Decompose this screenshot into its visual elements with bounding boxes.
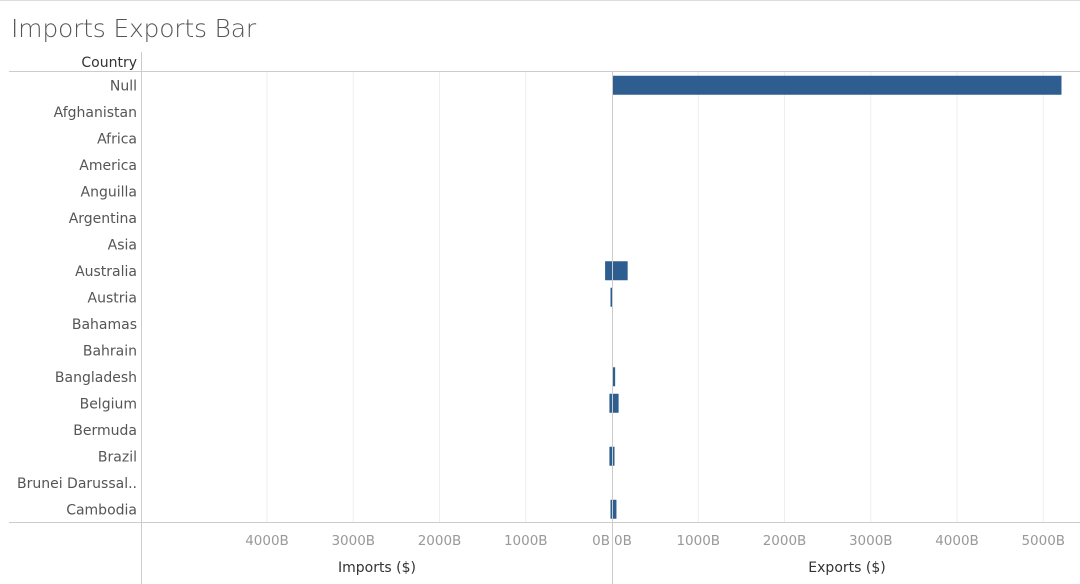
tick-label-imports: 0B xyxy=(592,533,610,549)
category-label: Austria xyxy=(88,290,137,306)
tick-label-imports: 4000B xyxy=(245,533,289,549)
category-label: America xyxy=(79,158,137,174)
category-label: Afghanistan xyxy=(54,105,137,121)
tick-label-exports: 3000B xyxy=(849,533,893,549)
category-label: Belgium xyxy=(80,396,137,412)
bar-exports xyxy=(613,393,619,413)
bar-exports xyxy=(613,261,628,281)
bar-imports xyxy=(610,499,612,519)
tick-label-imports: 1000B xyxy=(504,533,548,549)
category-label: Australia xyxy=(75,264,137,280)
category-label: Cambodia xyxy=(66,502,137,518)
category-label: Bahamas xyxy=(72,317,137,333)
tick-label-imports: 2000B xyxy=(418,533,462,549)
axis-lines xyxy=(9,52,1080,584)
chart-title: Imports Exports Bar xyxy=(11,14,256,43)
bars xyxy=(605,75,1062,519)
tick-label-exports: 4000B xyxy=(935,533,979,549)
category-label: Bangladesh xyxy=(55,370,137,386)
row-header-country: Country xyxy=(81,55,137,71)
bar-imports xyxy=(610,287,612,307)
bar-imports xyxy=(609,393,612,413)
category-label: Asia xyxy=(108,237,137,253)
tick-label-imports: 3000B xyxy=(331,533,375,549)
tick-label-exports: 5000B xyxy=(1021,533,1065,549)
category-label: Bermuda xyxy=(73,423,137,439)
category-labels: Null Afghanistan Africa America Anguilla Arge… xyxy=(17,78,137,518)
category-label: Anguilla xyxy=(81,184,137,200)
bar-imports xyxy=(609,446,612,466)
tick-label-exports: 1000B xyxy=(676,533,720,549)
gridlines xyxy=(266,72,1044,522)
category-label: Null xyxy=(110,78,137,94)
top-border xyxy=(0,0,1080,1)
tick-label-exports: 2000B xyxy=(763,533,807,549)
bar-imports xyxy=(605,261,612,281)
category-label: Africa xyxy=(97,131,137,147)
category-label: Bahrain xyxy=(83,343,137,359)
imports-axis-title: Imports ($) xyxy=(338,560,416,576)
exports-axis-title: Exports ($) xyxy=(808,560,885,576)
category-label: Brunei Darussal.. xyxy=(17,476,137,492)
bar-exports xyxy=(613,367,616,387)
tick-labels: 4000B 3000B 2000B 1000B 0B 0B 1000B 2000B 3000B 4… xyxy=(245,533,1065,549)
tick-label-exports: 0B xyxy=(614,533,632,549)
bar-exports xyxy=(613,499,617,519)
bar-exports xyxy=(613,446,615,466)
bar-exports xyxy=(613,75,1062,95)
category-label: Argentina xyxy=(69,211,137,227)
category-label: Brazil xyxy=(98,449,137,465)
